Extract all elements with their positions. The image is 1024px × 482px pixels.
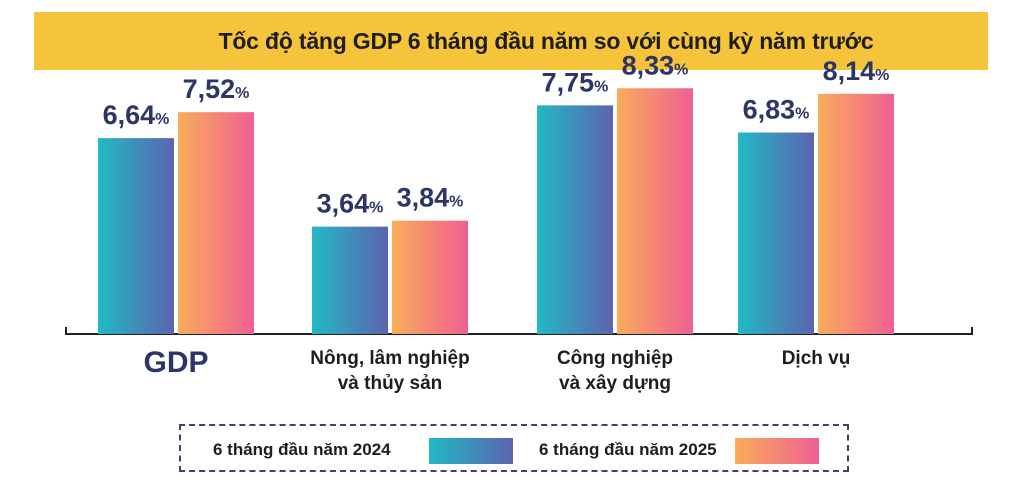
bar-2025 (617, 88, 693, 334)
category-label: GDP (143, 346, 208, 379)
legend-label-2024: 6 tháng đầu năm 2024 (213, 440, 391, 459)
bar-2024 (312, 226, 388, 334)
bar-value-label: 8,33% (622, 50, 689, 80)
category-label: Nông, lâm nghiệp và thủy sản (310, 348, 469, 394)
legend-label-2025: 6 tháng đầu năm 2025 (539, 440, 717, 459)
bar-2024 (537, 105, 613, 334)
bar-value-label: 7,52% (183, 74, 250, 104)
bar-value-label: 3,64% (317, 189, 384, 219)
bar-chart: 6,64% 7,52% GDP 3,64% 3,84% Nông, lâm nghiệp v… (65, 50, 973, 394)
chart-title-banner: Tốc độ tăng GDP 6 tháng đầu năm so với c… (34, 12, 988, 70)
bar-2024 (738, 132, 814, 334)
bar-value-label: 6,64% (103, 100, 170, 130)
legend: 6 tháng đầu năm 2024 6 tháng đầu năm 202… (179, 424, 849, 472)
category-label: Công nghiệp và xây dựng (557, 348, 673, 394)
x-axis-line (65, 327, 973, 335)
legend-swatch-2025 (735, 438, 819, 464)
bar-2025 (392, 220, 468, 334)
bar-2025 (178, 112, 254, 334)
bar-value-label: 8,14% (823, 56, 890, 86)
bar-value-label: 7,75% (542, 67, 609, 97)
bar-2024 (98, 138, 174, 334)
bar-2025 (818, 93, 894, 335)
legend-swatch-2024 (429, 438, 513, 464)
category-label: Dịch vụ (782, 348, 851, 369)
bar-value-label: 3,84% (397, 183, 464, 213)
chart-title: Tốc độ tăng GDP 6 tháng đầu năm so với c… (218, 27, 874, 54)
bar-value-label: 6,83% (743, 95, 810, 125)
